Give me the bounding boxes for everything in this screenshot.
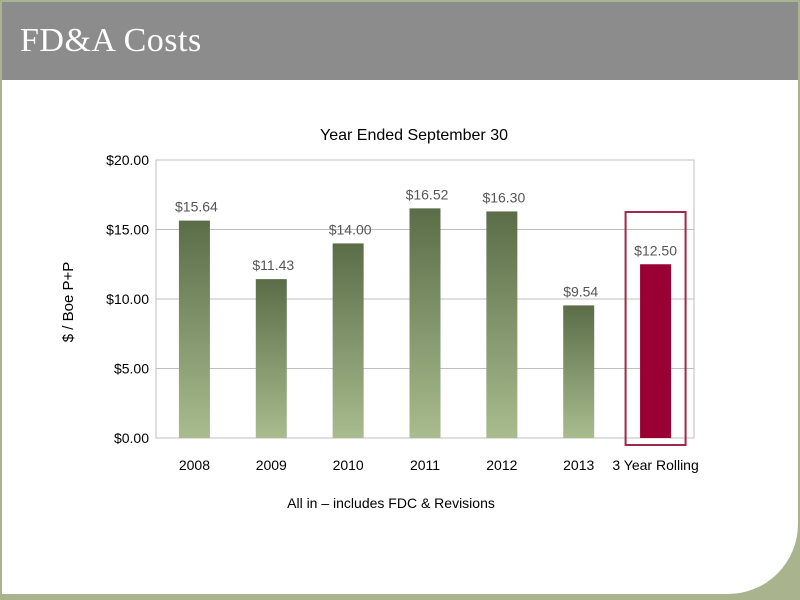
x-tick-label: 2010 bbox=[333, 457, 364, 473]
x-tick-label: 3 Year Rolling bbox=[612, 457, 698, 473]
x-tick-label: 2009 bbox=[256, 457, 287, 473]
data-label: $15.64 bbox=[175, 199, 218, 215]
data-label: $9.54 bbox=[563, 283, 598, 299]
x-axis-label: All in – includes FDC & Revisions bbox=[287, 495, 495, 511]
bars bbox=[178, 208, 687, 446]
y-tick-label: $10.00 bbox=[106, 291, 149, 307]
bar bbox=[409, 208, 441, 438]
bar bbox=[486, 211, 518, 438]
data-label: $11.43 bbox=[252, 257, 294, 273]
x-tick-label: 2012 bbox=[486, 457, 517, 473]
page-number: 10 bbox=[772, 574, 786, 588]
x-tick-labels: 2008 2009 2010 2011 2012 2013 3 Year Rolling bbox=[179, 457, 699, 473]
bar bbox=[178, 220, 210, 438]
y-tick-label: $15.00 bbox=[106, 222, 149, 238]
data-label: $14.00 bbox=[329, 221, 372, 237]
x-tick-label: 2011 bbox=[410, 457, 440, 473]
highlight-box bbox=[624, 211, 687, 446]
x-tick-label: 2008 bbox=[179, 457, 210, 473]
data-labels: $15.64 $11.43 $14.00 $16.52 $16.30 $9.54 $12.5… bbox=[175, 186, 677, 299]
x-tick-label: 2013 bbox=[563, 457, 594, 473]
data-label: $16.52 bbox=[406, 186, 449, 202]
data-label: $16.30 bbox=[482, 189, 525, 205]
y-tick-labels: $0.00 $5.00 $10.00 $15.00 $20.00 bbox=[106, 152, 149, 446]
y-tick-label: $0.00 bbox=[114, 430, 149, 446]
title-bar: FD&A Costs bbox=[2, 2, 798, 80]
y-tick-label: $5.00 bbox=[114, 361, 149, 377]
bar bbox=[332, 243, 364, 438]
chart-title: Year Ended September 30 bbox=[320, 127, 508, 144]
y-tick-label: $20.00 bbox=[106, 152, 149, 168]
bar bbox=[640, 264, 672, 438]
bar bbox=[563, 305, 595, 438]
data-label: $12.50 bbox=[634, 242, 677, 258]
slide-title: FD&A Costs bbox=[20, 22, 202, 59]
bar bbox=[255, 279, 287, 438]
y-axis-label: $ / Boe P+P bbox=[60, 262, 77, 342]
